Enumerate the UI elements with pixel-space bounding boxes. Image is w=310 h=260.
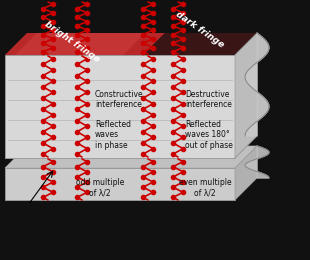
Polygon shape: [245, 146, 269, 178]
Text: 180° phase
change: 180° phase change: [2, 210, 46, 229]
Text: dark fringe: dark fringe: [174, 10, 226, 50]
Text: Reflected
waves
in phase: Reflected waves in phase: [95, 120, 131, 150]
Text: even multiple
of λ/2: even multiple of λ/2: [179, 178, 231, 197]
Polygon shape: [5, 168, 235, 200]
Polygon shape: [15, 33, 145, 55]
Text: Reflected
waves 180°
out of phase: Reflected waves 180° out of phase: [185, 120, 233, 150]
Polygon shape: [5, 146, 257, 168]
Text: Destructive
interference: Destructive interference: [185, 90, 232, 109]
Text: bright fringe: bright fringe: [43, 20, 101, 64]
Text: Constructive
interference: Constructive interference: [95, 90, 144, 109]
Polygon shape: [5, 33, 165, 55]
Polygon shape: [235, 146, 257, 200]
Polygon shape: [143, 33, 257, 55]
Polygon shape: [245, 33, 269, 136]
Text: odd multiple
of λ/2: odd multiple of λ/2: [76, 178, 124, 197]
Polygon shape: [5, 55, 235, 158]
Polygon shape: [235, 33, 257, 158]
